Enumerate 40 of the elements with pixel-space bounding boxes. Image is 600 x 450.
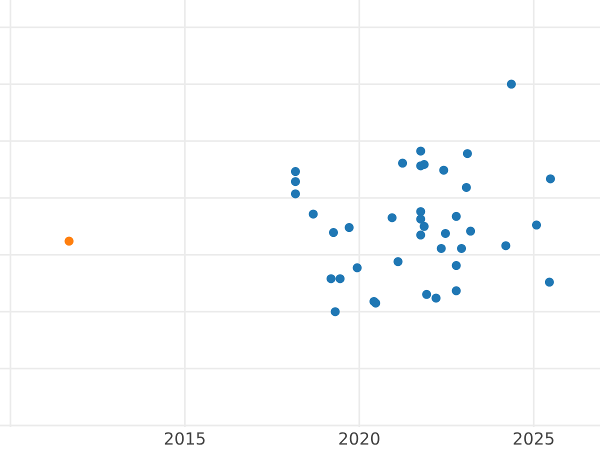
point	[501, 241, 510, 250]
point	[416, 207, 426, 216]
point	[422, 290, 432, 299]
point	[336, 274, 345, 284]
point	[64, 236, 74, 246]
point	[544, 278, 554, 287]
point	[290, 177, 300, 186]
x-tick-label: 2025	[514, 432, 554, 445]
point	[452, 212, 461, 221]
point	[394, 257, 403, 266]
point	[546, 174, 555, 184]
point	[388, 213, 397, 222]
point	[328, 228, 338, 238]
point	[432, 294, 441, 303]
point	[326, 274, 336, 284]
point	[466, 226, 476, 236]
point	[439, 166, 448, 175]
point	[398, 158, 408, 168]
point	[330, 307, 340, 316]
point	[506, 80, 516, 89]
point	[344, 223, 354, 232]
x-tick-label: 2015	[164, 432, 205, 445]
point	[420, 222, 429, 231]
point	[290, 167, 300, 176]
point	[462, 182, 471, 192]
point	[457, 244, 466, 253]
point	[436, 244, 446, 253]
point	[532, 220, 542, 230]
point	[452, 261, 461, 270]
point	[440, 228, 450, 238]
point	[352, 263, 362, 272]
point	[290, 189, 300, 198]
point	[416, 214, 426, 224]
point	[416, 230, 426, 240]
point	[308, 210, 318, 219]
x-tick-label: 2020	[339, 432, 380, 445]
point	[420, 160, 429, 170]
point	[416, 146, 426, 156]
point	[452, 286, 461, 296]
point	[462, 149, 472, 158]
